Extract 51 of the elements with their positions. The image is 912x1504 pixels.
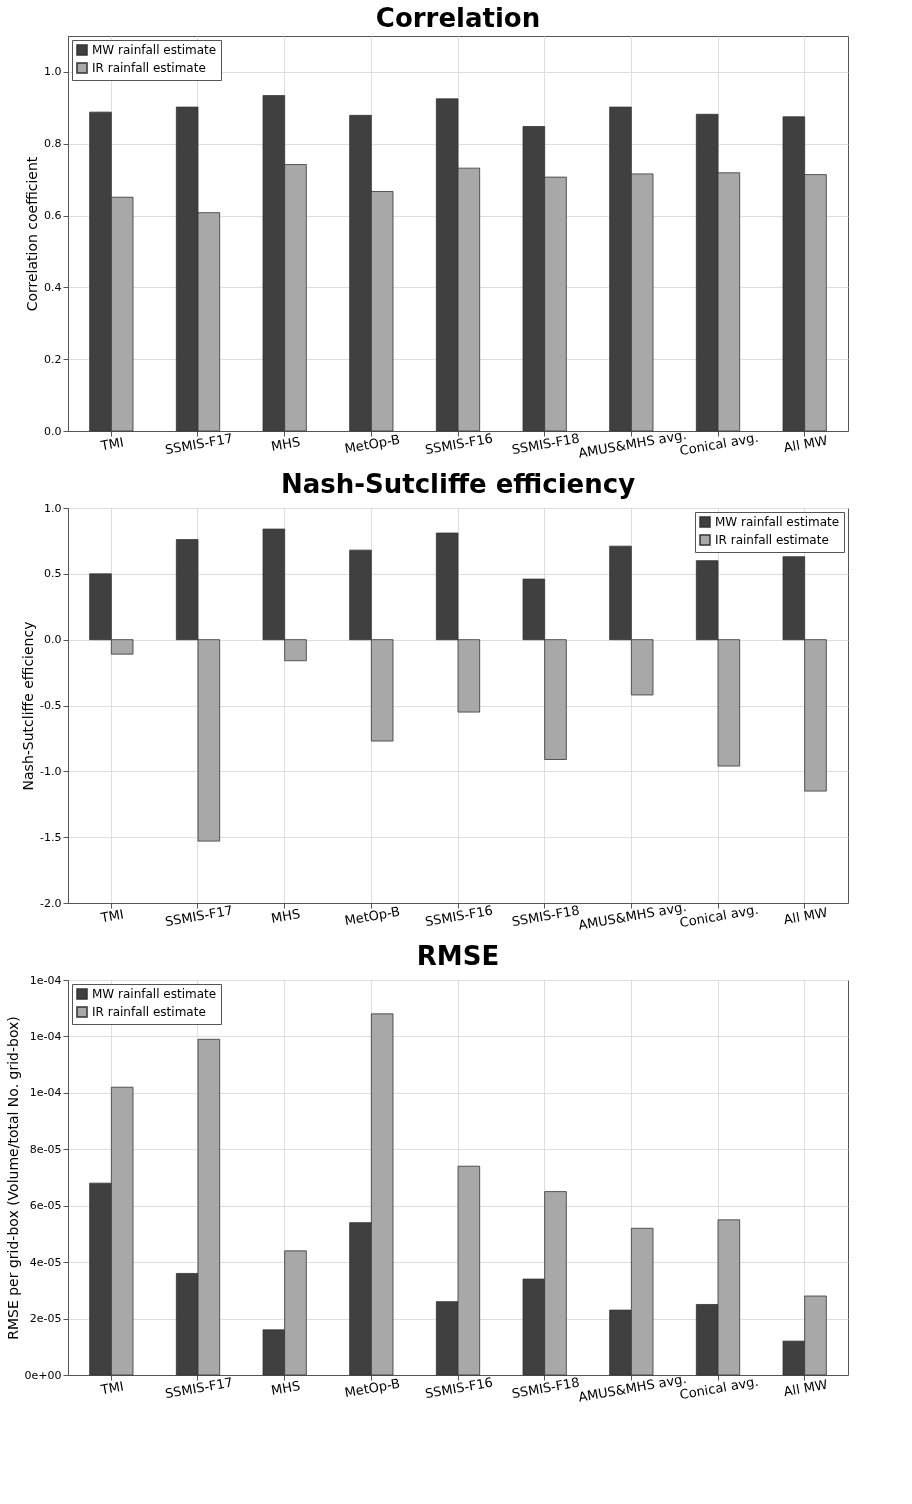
legend-label: IR rainfall estimate — [92, 1005, 206, 1019]
x-tick-label: TMI — [98, 434, 125, 454]
y-tick-label: 1e-04 — [29, 1029, 62, 1043]
y-tick-label: -0.5 — [40, 699, 62, 712]
x-tick-label: SSMIS-F16 — [423, 902, 494, 930]
chart-title: Nash-Sutcliffe efficiency — [280, 469, 636, 499]
y-axis-title: RMSE per grid-box (Volume/total No. grid-box) — [4, 1016, 21, 1340]
y-tick-label: 6e-05 — [29, 1199, 62, 1213]
legend-label: MW rainfall estimate — [92, 43, 217, 57]
y-tick-label: 0.8 — [44, 137, 62, 151]
legend-label: IR rainfall estimate — [715, 533, 829, 547]
y-tick-label: -1.5 — [40, 830, 62, 844]
x-tick-label: SSMIS-F17 — [163, 1374, 234, 1402]
x-tick-label: All MW — [782, 1376, 829, 1400]
y-axis-title: Correlation coefficient — [24, 156, 41, 312]
x-tick-label: SSMIS-F17 — [163, 902, 234, 930]
chart-title: RMSE — [416, 941, 500, 971]
x-tick-label: TMI — [98, 906, 125, 926]
y-tick-label: 4e-05 — [29, 1255, 62, 1269]
x-tick-label: MetOp-B — [343, 1375, 402, 1401]
y-tick-label: 1.0 — [44, 65, 62, 79]
x-tick-label: MHS — [269, 433, 302, 454]
y-tick-label: 8e-05 — [29, 1142, 62, 1156]
y-tick-label: 0.6 — [44, 209, 62, 223]
legend-label: MW rainfall estimate — [92, 987, 217, 1001]
x-tick-label: MetOp-B — [343, 903, 402, 929]
y-tick-label: 0.0 — [44, 633, 62, 647]
legend-label: IR rainfall estimate — [92, 61, 206, 75]
x-tick-label: All MW — [782, 432, 829, 456]
x-tick-label: SSMIS-F17 — [163, 430, 234, 458]
y-tick-label: -2.0 — [40, 896, 62, 910]
x-tick-label: SSMIS-F16 — [423, 430, 494, 458]
x-tick-label: SSMIS-F16 — [423, 1374, 494, 1402]
y-tick-label: -1.0 — [40, 764, 62, 778]
y-tick-label: 1e-04 — [29, 1086, 62, 1100]
legend-label: MW rainfall estimate — [715, 515, 840, 529]
y-tick-label: 1.0 — [44, 501, 62, 515]
y-axis-title: Nash-Sutcliffe efficiency — [20, 621, 37, 791]
y-tick-label: 0.4 — [44, 280, 62, 294]
x-tick-label: MHS — [269, 1377, 302, 1398]
y-tick-label: 0e+00 — [24, 1368, 62, 1382]
y-tick-label: 0.0 — [44, 424, 62, 438]
y-tick-label: 1e-04 — [29, 973, 62, 987]
y-tick-label: 0.2 — [44, 352, 62, 366]
x-tick-label: MHS — [269, 905, 302, 926]
y-tick-label: 2e-05 — [29, 1312, 62, 1326]
chart-title: Correlation — [375, 3, 541, 33]
x-tick-label: MetOp-B — [343, 431, 402, 457]
y-tick-label: 0.5 — [44, 567, 62, 581]
x-tick-label: TMI — [98, 1378, 125, 1398]
x-tick-label: All MW — [782, 904, 829, 928]
